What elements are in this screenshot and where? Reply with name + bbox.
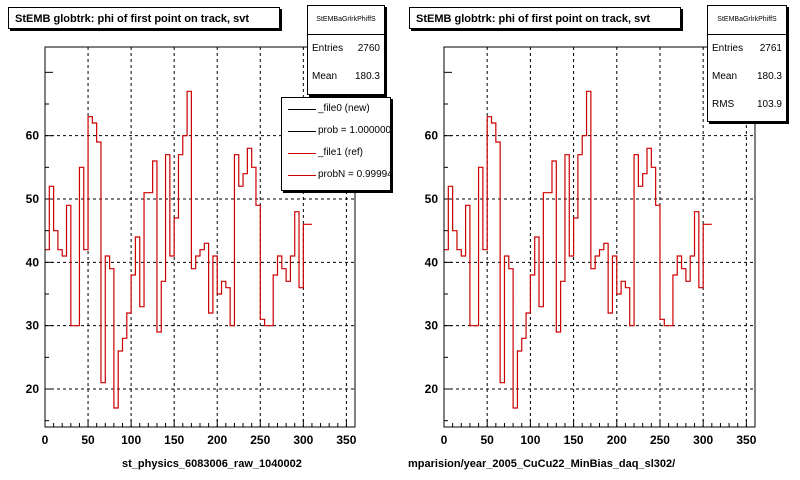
right-stats-box: StEMBaGrlrkPhiffS Entries 2761 Mean 180.…: [707, 5, 787, 122]
right-stats-mean-value: 180.3: [756, 71, 782, 82]
x-tick-label: 0: [42, 433, 49, 447]
x-tick-label: 100: [121, 433, 141, 447]
left-stats-name: StEMBaGrlrkPhiffS: [308, 6, 384, 35]
y-tick-label: 40: [26, 255, 40, 269]
right-stats-name: StEMBaGrlrkPhiffS: [708, 6, 786, 35]
legend-label-file1: _file1 (ref): [318, 147, 364, 158]
right-stats-mean-label: Mean: [712, 71, 738, 82]
y-tick-label: 50: [26, 192, 40, 206]
left-stats-mean-row: Mean 180.3: [308, 63, 384, 91]
right-stats-mean-row: Mean 180.3: [708, 63, 786, 91]
histogram-panel-left: 0 50 100 150 200 250 300 350 20 30 40 50 60: [26, 46, 357, 447]
left-stats-mean-value: 180.3: [354, 71, 380, 82]
x-tick-label: 200: [607, 433, 627, 447]
x-tick-label: 300: [693, 433, 713, 447]
right-stats-entries-label: Entries: [712, 43, 744, 54]
histogram-series: [444, 90, 712, 409]
y-tick-label: 60: [425, 129, 439, 143]
y-tick-label: 30: [26, 319, 40, 333]
right-stats-entries-value: 2761: [759, 43, 782, 54]
x-tick-label: 150: [564, 433, 584, 447]
right-panel-title: StEMB globtrk: phi of first point on tra…: [409, 7, 681, 29]
legend-entry-probn: probN = 0.99994: [282, 164, 390, 186]
right-stats-rms-label: RMS: [712, 99, 735, 110]
legend-entry-prob: prob = 1.000000: [282, 120, 390, 142]
legend-line-prob: [288, 131, 316, 132]
x-tick-label: 50: [481, 433, 495, 447]
x-tick-label: 250: [250, 433, 270, 447]
legend-label-probn: probN = 0.99994: [318, 169, 391, 180]
left-stats-entries-label: Entries: [312, 43, 344, 54]
x-tick-label: 0: [441, 433, 448, 447]
legend-entry-file1: _file1 (ref): [282, 142, 390, 164]
x-tick-label: 200: [207, 433, 227, 447]
x-tick-label: 150: [164, 433, 184, 447]
y-tick-label: 50: [425, 192, 439, 206]
left-panel-title: StEMB globtrk: phi of first point on tra…: [8, 7, 280, 29]
right-x-axis-caption: mparision/year_2005_CuCu22_MinBias_daq_s…: [408, 458, 676, 470]
legend-label-file0: _file0 (new): [318, 103, 370, 114]
x-tick-label: 350: [336, 433, 356, 447]
legend-label-prob: prob = 1.000000: [318, 125, 391, 136]
left-stats-entries-value: 2760: [357, 43, 380, 54]
legend-line-probn: [288, 175, 316, 176]
legend-entry-file0: _file0 (new): [282, 98, 390, 120]
y-tick-label: 30: [425, 319, 439, 333]
left-legend: _file0 (new) prob = 1.000000 _file1 (ref…: [281, 97, 391, 191]
histogram-series: [45, 90, 312, 409]
right-stats-rms-value: 103.9: [756, 99, 782, 110]
x-tick-label: 300: [293, 433, 313, 447]
legend-line-file1: [288, 153, 316, 154]
y-tick-label: 40: [425, 255, 439, 269]
x-tick-label: 350: [736, 433, 756, 447]
x-tick-label: 250: [650, 433, 670, 447]
x-tick-label: 50: [81, 433, 95, 447]
y-tick-label: 20: [425, 382, 439, 396]
right-stats-entries-row: Entries 2761: [708, 35, 786, 63]
left-stats-mean-label: Mean: [312, 71, 338, 82]
y-tick-label: 60: [26, 129, 40, 143]
right-stats-rms-row: RMS 103.9: [708, 91, 786, 119]
y-tick-label: 20: [26, 382, 40, 396]
left-x-axis-caption: st_physics_6083006_raw_1040002: [122, 458, 302, 470]
legend-line-file0: [288, 109, 316, 110]
histogram-panel-right: 0 50 100 150 200 250 300 350 20 30 40 50 60: [425, 46, 757, 447]
plot-frame: [44, 46, 356, 428]
x-tick-label: 100: [520, 433, 540, 447]
left-stats-box: StEMBaGrlrkPhiffS Entries 2760 Mean 180.…: [307, 5, 385, 95]
left-stats-entries-row: Entries 2760: [308, 35, 384, 63]
plot-frame: [443, 46, 756, 428]
